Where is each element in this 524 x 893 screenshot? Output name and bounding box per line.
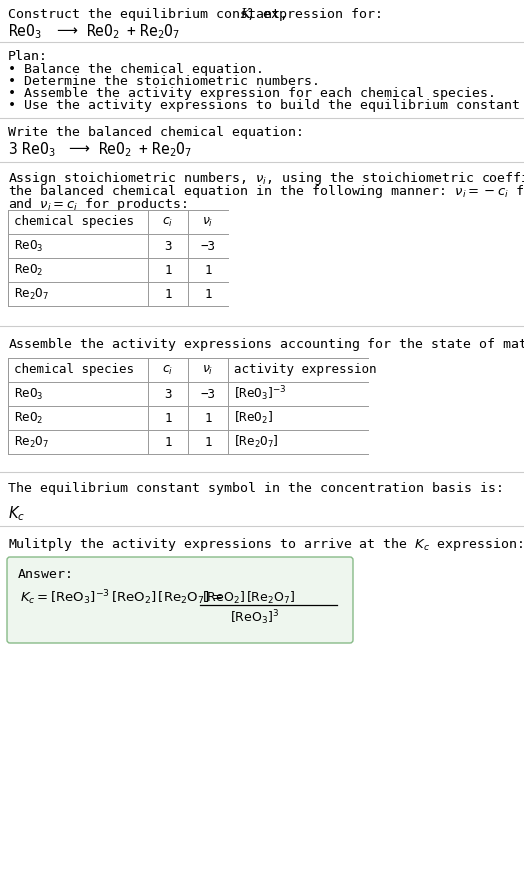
Text: 1: 1 (204, 263, 212, 277)
Text: $\mathtt{ReO_3}$: $\mathtt{ReO_3}$ (14, 387, 43, 402)
Text: $\mathtt{Re_2O_7}$: $\mathtt{Re_2O_7}$ (14, 287, 49, 302)
Text: chemical species: chemical species (14, 363, 134, 377)
Text: K: K (240, 8, 250, 21)
Text: 1: 1 (204, 436, 212, 448)
Text: $[\mathtt{ReO_2}]$: $[\mathtt{ReO_2}]$ (234, 410, 273, 426)
Text: $\mathtt{ReO_3}$: $\mathtt{ReO_3}$ (14, 238, 43, 254)
Text: $\mathtt{ReO_2}$: $\mathtt{ReO_2}$ (14, 411, 43, 426)
Text: Answer:: Answer: (18, 568, 74, 581)
Text: • Determine the stoichiometric numbers.: • Determine the stoichiometric numbers. (8, 75, 320, 88)
Text: $\mathtt{Re_2O_7}$: $\mathtt{Re_2O_7}$ (14, 435, 49, 449)
Text: $[\mathrm{ReO_3}]^3$: $[\mathrm{ReO_3}]^3$ (230, 608, 279, 627)
Text: $\longrightarrow$: $\longrightarrow$ (54, 22, 79, 37)
Text: Assemble the activity expressions accounting for the state of matter and $\nu_i$: Assemble the activity expressions accoun… (8, 336, 524, 353)
Text: and $\nu_i = c_i$ for products:: and $\nu_i = c_i$ for products: (8, 196, 187, 213)
Text: • Use the activity expressions to build the equilibrium constant expression.: • Use the activity expressions to build … (8, 99, 524, 112)
Text: $\longrightarrow$: $\longrightarrow$ (66, 140, 91, 155)
Text: $\mathtt{3\ ReO_3}$: $\mathtt{3\ ReO_3}$ (8, 140, 56, 159)
Text: $\mathtt{+\ Re_2O_7}$: $\mathtt{+\ Re_2O_7}$ (138, 140, 192, 159)
Text: • Assemble the activity expression for each chemical species.: • Assemble the activity expression for e… (8, 87, 496, 100)
Text: $c_i$: $c_i$ (162, 363, 173, 377)
Text: $K_c = [\mathrm{ReO_3}]^{-3}\,[\mathrm{ReO_2}]\,[\mathrm{Re_2O_7}] = $: $K_c = [\mathrm{ReO_3}]^{-3}\,[\mathrm{R… (20, 588, 223, 606)
Text: 1: 1 (164, 263, 172, 277)
Text: The equilibrium constant symbol in the concentration basis is:: The equilibrium constant symbol in the c… (8, 482, 504, 495)
Text: 3: 3 (164, 388, 172, 400)
Text: $[\mathrm{ReO_2}]\,[\mathrm{Re_2O_7}]$: $[\mathrm{ReO_2}]\,[\mathrm{Re_2O_7}]$ (202, 590, 295, 606)
Text: 1: 1 (204, 412, 212, 424)
Text: $[\mathtt{Re_2O_7}]$: $[\mathtt{Re_2O_7}]$ (234, 434, 279, 450)
Text: $\mathtt{ReO_2}$: $\mathtt{ReO_2}$ (86, 22, 120, 41)
Text: 1: 1 (164, 412, 172, 424)
Text: $\mathtt{ReO_2}$: $\mathtt{ReO_2}$ (98, 140, 132, 159)
Text: Plan:: Plan: (8, 50, 48, 63)
Text: Mulitply the activity expressions to arrive at the $K_c$ expression:: Mulitply the activity expressions to arr… (8, 536, 523, 553)
Text: $[\mathtt{ReO_3}]^{-3}$: $[\mathtt{ReO_3}]^{-3}$ (234, 385, 287, 404)
Text: Construct the equilibrium constant,: Construct the equilibrium constant, (8, 8, 296, 21)
Text: Write the balanced chemical equation:: Write the balanced chemical equation: (8, 126, 304, 139)
Text: $\nu_i$: $\nu_i$ (202, 363, 214, 377)
Text: $\mathtt{+\ Re_2O_7}$: $\mathtt{+\ Re_2O_7}$ (126, 22, 180, 41)
Text: chemical species: chemical species (14, 215, 134, 229)
Text: 1: 1 (164, 288, 172, 301)
Text: 3: 3 (164, 239, 172, 253)
Text: −3: −3 (201, 388, 215, 400)
Text: $\mathtt{ReO_3}$: $\mathtt{ReO_3}$ (8, 22, 42, 41)
FancyBboxPatch shape (7, 557, 353, 643)
Text: activity expression: activity expression (234, 363, 377, 377)
Text: Assign stoichiometric numbers, $\nu_i$, using the stoichiometric coefficients, $: Assign stoichiometric numbers, $\nu_i$, … (8, 170, 524, 187)
Text: • Balance the chemical equation.: • Balance the chemical equation. (8, 63, 264, 76)
Text: −3: −3 (201, 239, 215, 253)
Text: $\nu_i$: $\nu_i$ (202, 215, 214, 229)
Text: , expression for:: , expression for: (247, 8, 383, 21)
Text: $c_i$: $c_i$ (162, 215, 173, 229)
Text: the balanced chemical equation in the following manner: $\nu_i = -c_i$ for react: the balanced chemical equation in the fo… (8, 183, 524, 200)
Text: $\mathtt{ReO_2}$: $\mathtt{ReO_2}$ (14, 263, 43, 278)
Text: 1: 1 (204, 288, 212, 301)
Text: $K_c$: $K_c$ (8, 504, 25, 522)
Text: 1: 1 (164, 436, 172, 448)
